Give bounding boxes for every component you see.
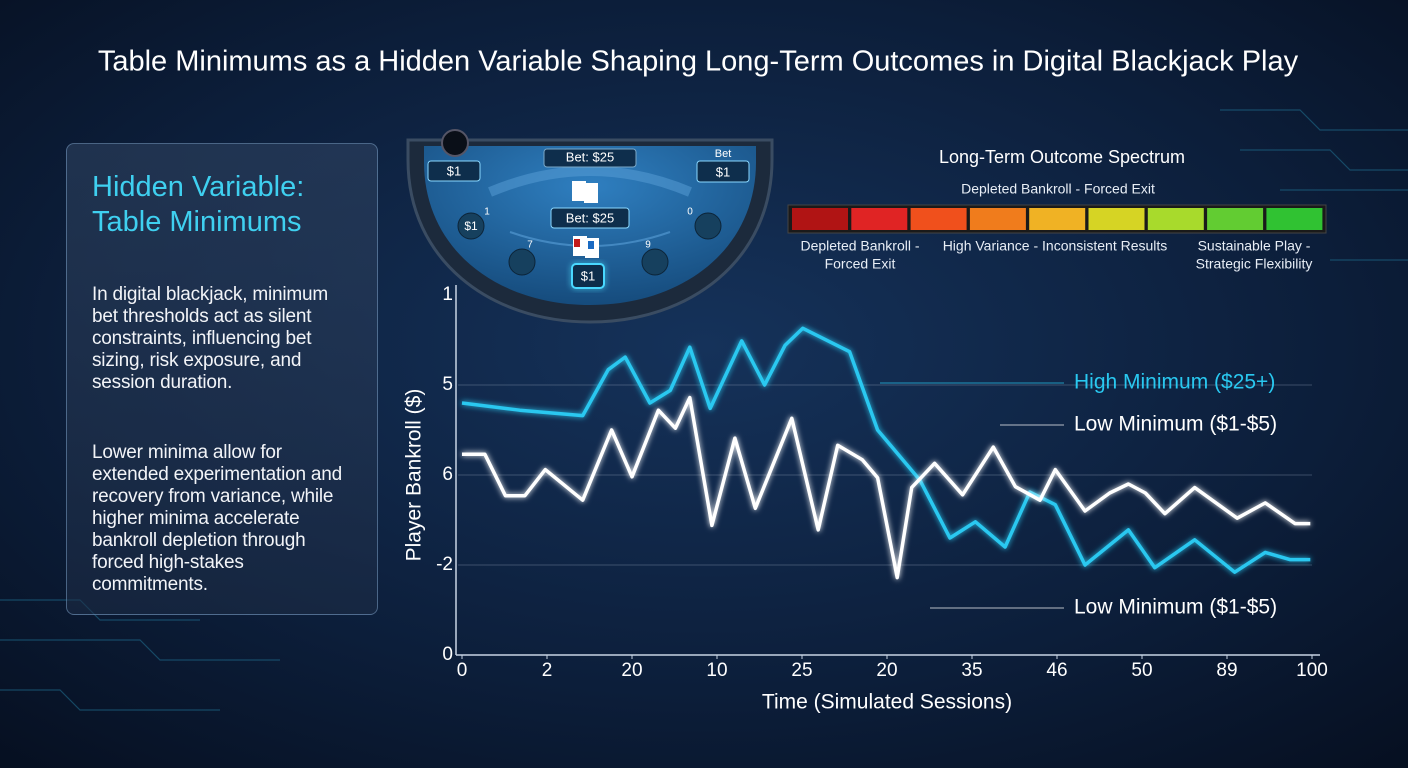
spectrum-label: High Variance - Inconsistent Results — [943, 238, 1168, 254]
spectrum-label: Sustainable Play - — [1198, 238, 1311, 254]
info-panel: Hidden Variable: Table Minimums In digit… — [66, 143, 378, 615]
spectrum-title: Long-Term Outcome Spectrum — [939, 147, 1185, 167]
series-line — [461, 326, 1311, 574]
series-line — [462, 395, 1311, 580]
spectrum-segment — [792, 208, 848, 230]
x-tick-label: 20 — [621, 660, 642, 681]
table-label: $1 — [581, 268, 595, 283]
spectrum-segment — [851, 208, 908, 230]
spectrum-segment — [1266, 208, 1323, 230]
x-tick-label: 50 — [1131, 660, 1152, 681]
table-label: 7 — [527, 240, 533, 251]
table-label: Bet: $25 — [566, 149, 614, 164]
table-label: 0 — [687, 207, 693, 218]
y-tick-label: 0 — [442, 644, 453, 665]
x-tick-label: 20 — [876, 660, 897, 681]
x-tick-label: 46 — [1046, 660, 1067, 681]
spectrum-label: Forced Exit — [825, 256, 896, 272]
annotation: Low Minimum ($1-$5) — [1074, 596, 1277, 619]
x-tick-label: 89 — [1216, 660, 1237, 681]
x-tick-label: 2 — [542, 660, 553, 681]
table-label: $1 — [464, 219, 478, 233]
y-tick-label: 1 — [442, 284, 453, 305]
table-label: 1 — [484, 207, 490, 218]
page-title: Table Minimums as a Hidden Variable Shap… — [98, 46, 1299, 78]
table-label: Bet: $25 — [566, 210, 614, 225]
blackjack-table — [406, 129, 774, 324]
spectrum-segment — [1088, 208, 1145, 230]
spectrum-segment — [1147, 208, 1204, 230]
x-axis-label: Time (Simulated Sessions) — [762, 691, 1012, 714]
table-label: Bet — [715, 148, 732, 160]
spectrum-segment — [1207, 208, 1264, 230]
spectrum-segment — [1029, 208, 1086, 230]
table-label: 9 — [645, 240, 651, 251]
x-tick-label: 100 — [1296, 660, 1328, 681]
y-axis-label: Player Bankroll ($) — [403, 389, 426, 562]
y-tick-label: -2 — [436, 554, 453, 575]
spectrum-label: Strategic Flexibility — [1196, 256, 1313, 272]
panel-paragraph: In digital blackjack, minimum bet thresh… — [92, 284, 329, 393]
panel-paragraph: Lower minima allow for extended experime… — [92, 442, 343, 595]
spectrum-label: Depleted Bankroll - — [800, 238, 919, 254]
panel-heading: Hidden Variable: Table Minimums — [92, 171, 305, 238]
spectrum-segment — [969, 208, 1026, 230]
annotation: High Minimum ($25+) — [1074, 371, 1275, 394]
table-label: $1 — [447, 163, 461, 178]
annotation: Low Minimum ($1-$5) — [1074, 413, 1277, 436]
x-tick-label: 35 — [961, 660, 982, 681]
x-tick-label: 25 — [791, 660, 812, 681]
y-tick-label: 5 — [442, 374, 453, 395]
x-tick-label: 10 — [706, 660, 727, 681]
spectrum-subtitle: Depleted Bankroll - Forced Exit — [961, 181, 1155, 197]
x-tick-label: 0 — [457, 660, 468, 681]
table-label: $1 — [716, 164, 730, 179]
spectrum-segment — [910, 208, 967, 230]
y-tick-label: 6 — [442, 464, 453, 485]
